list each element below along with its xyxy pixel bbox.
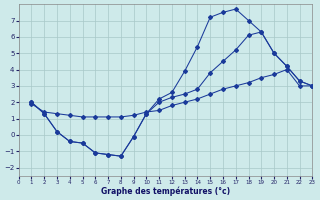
X-axis label: Graphe des températures (°c): Graphe des températures (°c) [101,186,230,196]
